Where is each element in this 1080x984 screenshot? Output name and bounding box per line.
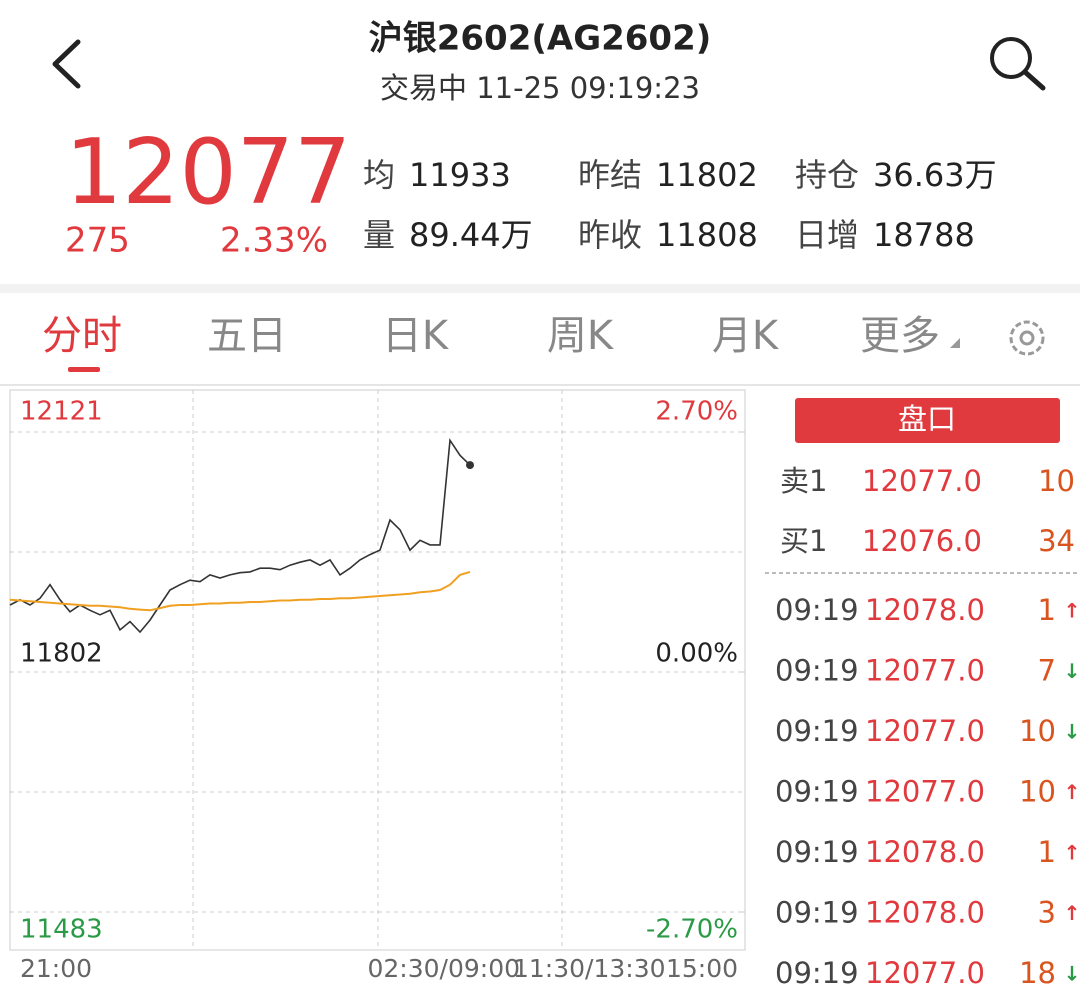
y2-tick-label: 2.70% — [655, 397, 738, 427]
trade-arrow: ↑ — [1064, 841, 1080, 865]
tab[interactable]: 更多 — [860, 313, 940, 359]
back-button[interactable] — [52, 39, 81, 89]
tab[interactable]: 周K — [547, 313, 615, 359]
stat-value: 18788 — [873, 216, 975, 254]
separator — [0, 284, 1080, 293]
stat-value: 11802 — [656, 156, 758, 194]
last-point — [466, 461, 474, 470]
trade-volume: 18 — [1019, 956, 1056, 984]
x-tick-label: 21:00 — [20, 954, 92, 983]
trade-volume: 10 — [1019, 714, 1056, 748]
stat-label: 昨收 — [578, 216, 642, 254]
tab[interactable]: 日K — [382, 313, 450, 359]
last-price: 12077 — [65, 120, 351, 225]
stat-label: 昨结 — [578, 156, 642, 194]
search-icon — [1022, 69, 1046, 91]
average-line — [9, 570, 471, 612]
trade-arrow: ↓ — [1064, 659, 1080, 683]
stat-label: 均 — [363, 156, 395, 194]
trade-volume: 1 — [1038, 593, 1056, 627]
stat-value: 36.63万 — [873, 156, 997, 194]
order-price: 12076.0 — [862, 524, 982, 558]
trade-time: 09:19 — [775, 896, 859, 930]
order-price: 12077.0 — [862, 464, 982, 498]
price-change-pct: 2.33% — [220, 221, 328, 261]
order-volume: 34 — [1038, 524, 1075, 558]
y-tick-label: 12121 — [20, 397, 103, 427]
trade-price: 12078.0 — [865, 593, 985, 627]
trade-volume: 7 — [1038, 654, 1056, 688]
tab[interactable]: 月K — [712, 313, 780, 359]
trade-price: 12077.0 — [865, 775, 985, 809]
trade-time: 09:19 — [775, 775, 859, 809]
trade-time: 09:19 — [775, 593, 859, 627]
settings-button[interactable] — [1009, 320, 1045, 356]
gear-icon — [1019, 330, 1035, 346]
order-volume: 10 — [1038, 464, 1075, 498]
title: 沪银2602(AG2602) — [369, 19, 712, 59]
tab-indicator — [68, 367, 100, 372]
price-line — [9, 437, 471, 634]
stat-value: 11933 — [409, 156, 511, 194]
trade-arrow: ↑ — [1064, 599, 1080, 623]
order-book-button[interactable] — [795, 398, 1060, 443]
price-change: 275 — [65, 221, 130, 261]
trade-time: 09:19 — [775, 654, 859, 688]
y-tick-label: 11483 — [20, 915, 103, 945]
order-book-button-label: 盘口 — [898, 402, 956, 436]
stat-label: 持仓 — [795, 156, 859, 194]
trade-price: 12078.0 — [865, 835, 985, 869]
tab[interactable]: 五日 — [207, 313, 287, 359]
trade-time: 09:19 — [775, 714, 859, 748]
more-caret — [950, 338, 960, 348]
x-tick-label: 02:30/09:00 — [367, 954, 520, 983]
y2-tick-label: 0.00% — [655, 639, 738, 669]
trade-price: 12077.0 — [865, 714, 985, 748]
trade-arrow: ↓ — [1064, 720, 1080, 744]
order-label: 买1 — [780, 524, 827, 558]
stat-label: 量 — [363, 216, 395, 254]
stat-value: 11808 — [656, 216, 758, 254]
trade-price: 12077.0 — [865, 956, 985, 984]
x-tick-label: 15:00 — [666, 954, 738, 983]
order-label: 卖1 — [780, 464, 827, 498]
tab[interactable]: 分时 — [42, 313, 122, 359]
trade-time: 09:19 — [775, 956, 859, 984]
stat-value: 89.44万 — [409, 216, 533, 254]
trade-volume: 10 — [1019, 775, 1056, 809]
search-icon — [990, 37, 1032, 79]
subtitle: 交易中 11-25 09:19:23 — [380, 71, 700, 105]
y-tick-label: 11802 — [20, 639, 103, 669]
search-button[interactable] — [990, 37, 1046, 91]
trade-arrow: ↑ — [1064, 901, 1080, 925]
trade-price: 12078.0 — [865, 896, 985, 930]
stat-label: 日增 — [795, 216, 859, 254]
trade-volume: 1 — [1038, 835, 1056, 869]
gear-icon — [1009, 320, 1045, 356]
y2-tick-label: -2.70% — [646, 915, 738, 945]
trade-arrow: ↓ — [1064, 962, 1080, 984]
trade-volume: 3 — [1038, 896, 1056, 930]
trade-time: 09:19 — [775, 835, 859, 869]
trade-arrow: ↑ — [1064, 780, 1080, 804]
trade-price: 12077.0 — [865, 654, 985, 688]
x-tick-label: 11:30/13:30 — [513, 954, 666, 983]
